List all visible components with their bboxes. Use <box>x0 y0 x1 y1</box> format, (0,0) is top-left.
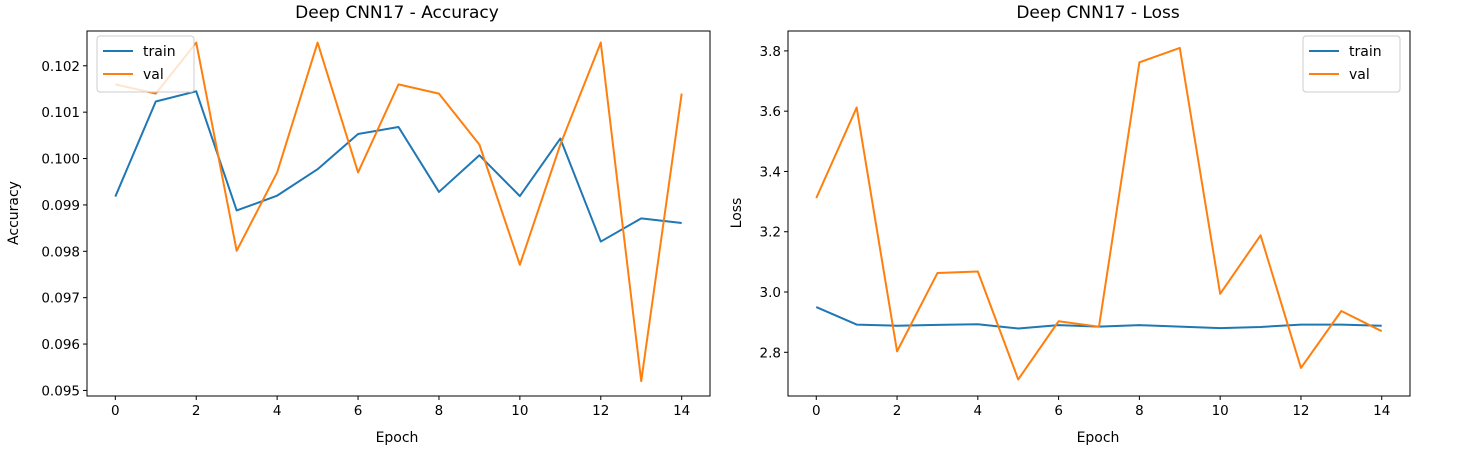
accuracy-legend: train val <box>96 35 195 93</box>
loss-xtick-label: 12 <box>1292 403 1309 419</box>
accuracy-xtick-label: 8 <box>435 403 444 419</box>
accuracy-xtick-label: 6 <box>354 403 363 419</box>
loss-xtick-label: 10 <box>1212 403 1229 419</box>
accuracy-ytick-label: 0.098 <box>41 244 80 260</box>
loss-chart-title: Deep CNN17 - Loss <box>1016 3 1180 23</box>
loss-legend: train val <box>1302 35 1401 93</box>
accuracy-xtick-label: 0 <box>111 403 120 419</box>
accuracy-ytick-label: 0.100 <box>41 152 80 168</box>
accuracy-ytick-label: 0.097 <box>41 291 80 307</box>
loss-xtick-label: 14 <box>1373 403 1390 419</box>
loss-plot-area: 0 2 4 6 8 10 12 14 2.8 3.0 3.2 3.4 3.6 3.8 train val <box>760 30 1411 419</box>
accuracy-chart-xlabel: Epoch <box>376 430 419 446</box>
loss-xtick-label: 4 <box>974 403 983 419</box>
accuracy-ytick-label: 0.096 <box>41 337 80 353</box>
accuracy-series-val-line <box>115 41 683 383</box>
loss-xtick-label: 6 <box>1054 403 1063 419</box>
loss-ytick-label: 2.8 <box>760 345 781 361</box>
loss-xtick-label: 0 <box>812 403 821 419</box>
accuracy-xtick-label: 12 <box>592 403 609 419</box>
accuracy-chart: Deep CNN17 - Accuracy Epoch Accuracy 0 2 4… <box>6 3 711 446</box>
accuracy-xtick-label: 10 <box>511 403 528 419</box>
loss-chart-ylabel: Loss <box>729 198 745 229</box>
accuracy-ytick-label: 0.099 <box>41 198 80 214</box>
loss-ytick-label: 3.0 <box>760 285 781 301</box>
loss-series-val-line <box>815 46 1383 381</box>
accuracy-xtick-label: 2 <box>192 403 201 419</box>
loss-chart-xlabel: Epoch <box>1077 430 1120 446</box>
accuracy-chart-ylabel: Accuracy <box>6 181 22 245</box>
loss-ytick-label: 3.6 <box>760 104 781 120</box>
loss-ytick-label: 3.4 <box>760 164 781 180</box>
accuracy-xtick-label: 4 <box>273 403 282 419</box>
accuracy-legend-label-val: val <box>143 67 164 83</box>
loss-chart: Deep CNN17 - Loss Epoch Loss 0 2 4 6 8 10 12 14… <box>729 3 1411 446</box>
accuracy-series-train-line <box>114 90 682 243</box>
accuracy-axes-frame <box>86 30 711 397</box>
loss-xtick-label: 8 <box>1135 403 1144 419</box>
loss-legend-label-train: train <box>1349 44 1382 60</box>
accuracy-ytick-label: 0.102 <box>41 59 80 75</box>
accuracy-plot-area: 0 2 4 6 8 10 12 14 0.095 0.096 0.097 0.098 0.099 0.10… <box>41 30 711 419</box>
loss-xtick-label: 2 <box>893 403 902 419</box>
loss-legend-label-val: val <box>1349 67 1370 83</box>
accuracy-ytick-label: 0.101 <box>41 105 80 121</box>
loss-ytick-label: 3.8 <box>760 44 781 60</box>
accuracy-ytick-label: 0.095 <box>41 383 80 399</box>
accuracy-chart-title: Deep CNN17 - Accuracy <box>295 3 499 23</box>
loss-ytick-label: 3.2 <box>760 225 781 241</box>
accuracy-legend-label-train: train <box>143 44 176 60</box>
accuracy-xtick-label: 14 <box>673 403 690 419</box>
loss-axes-frame <box>787 30 1411 397</box>
